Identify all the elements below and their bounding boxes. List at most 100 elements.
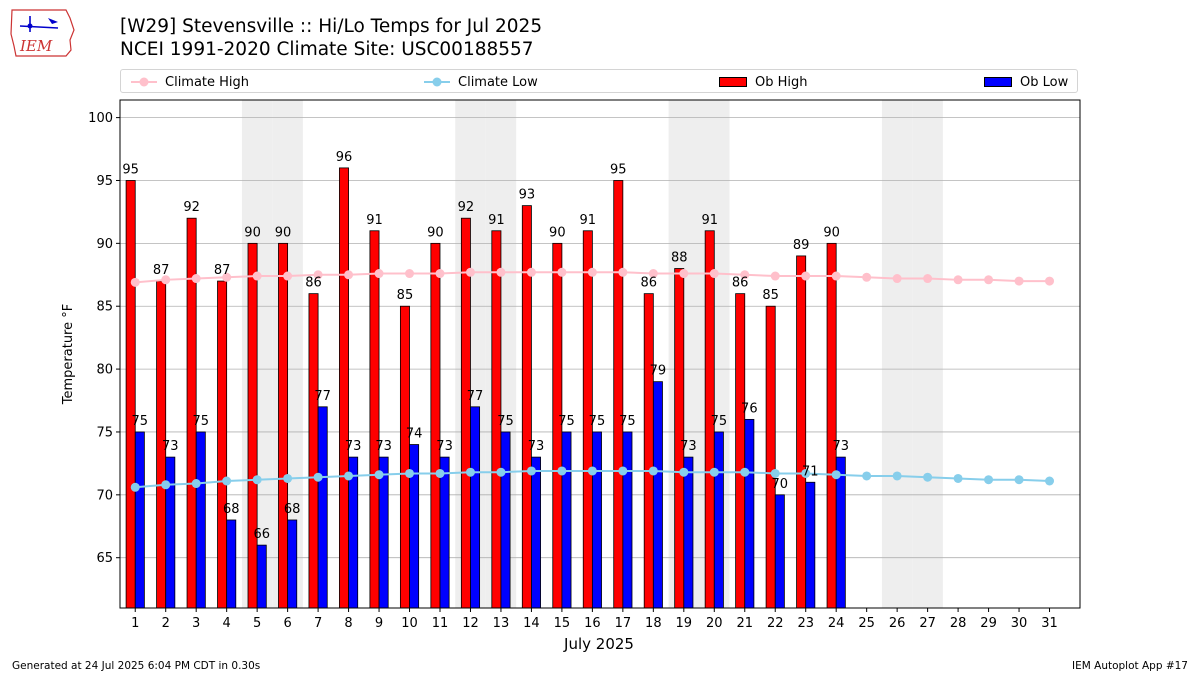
climate-high-point [557, 267, 567, 277]
ob-low-label: 76 [741, 401, 758, 416]
climate-high-point [648, 269, 658, 279]
generated-timestamp: Generated at 24 Jul 2025 6:04 PM CDT in … [12, 660, 261, 672]
climate-low-point [435, 468, 445, 478]
x-tick-label: 9 [375, 616, 383, 631]
ob-low-label: 77 [314, 389, 331, 404]
ob-low-label: 74 [406, 427, 423, 442]
x-tick-label: 5 [253, 616, 261, 631]
ob-high-label: 90 [823, 225, 840, 240]
climate-high-point [709, 269, 719, 279]
ob-high-bar [308, 293, 319, 609]
ob-high-bar [278, 242, 289, 609]
climate-high-point [892, 274, 902, 284]
climate-high-point [283, 271, 293, 281]
ob-low-bar [439, 456, 450, 609]
climate-high-point [862, 272, 872, 282]
y-axis-label: Temperature °F [61, 304, 76, 405]
y-tick-label: 90 [96, 237, 113, 252]
climate-high-marker-icon [131, 77, 157, 87]
climate-low-point [587, 466, 597, 476]
ob-high-bar [125, 180, 136, 609]
ob-low-bar [652, 381, 663, 609]
climate-high-point [465, 267, 475, 277]
climate-high-point [496, 267, 506, 277]
y-tick-label: 95 [96, 174, 113, 189]
ob-low-bar [622, 431, 633, 609]
ob-low-bar [531, 456, 541, 609]
ob-low-label: 70 [772, 477, 789, 492]
x-tick-label: 4 [223, 616, 231, 631]
ob-low-bar [805, 481, 816, 609]
ob-high-label: 85 [762, 288, 779, 303]
climate-low-point [374, 470, 384, 480]
x-tick-label: 10 [401, 616, 418, 631]
ob-low-bar [744, 418, 755, 609]
climate-high-point [374, 269, 384, 279]
ob-high-label: 86 [305, 276, 322, 291]
climate-low-point [923, 472, 933, 482]
ob-low-bar [165, 456, 176, 609]
ob-low-label: 73 [345, 439, 362, 454]
ob-high-bar [217, 280, 228, 609]
ob-low-label: 71 [802, 464, 819, 479]
x-axis-label: July 2025 [563, 635, 634, 653]
ob-high-label: 96 [336, 150, 353, 165]
ob-low-bar [287, 519, 298, 609]
x-tick-label: 25 [858, 616, 875, 631]
climate-high-point [161, 275, 171, 285]
chart-title: [W29] Stevensville :: Hi/Lo Temps for Ju… [120, 16, 543, 37]
climate-high-point [1045, 276, 1055, 286]
climate-high-point [405, 269, 415, 279]
x-tick-label: 22 [767, 616, 784, 631]
ob-high-bar [399, 305, 410, 609]
ob-high-label: 92 [183, 200, 200, 215]
ob-low-label: 79 [650, 364, 667, 379]
chart-subtitle: NCEI 1991-2020 Climate Site: USC00188557 [120, 39, 534, 60]
climate-high-point [770, 271, 780, 281]
legend-label-climate-high: Climate High [165, 74, 250, 90]
x-tick-label: 3 [192, 616, 200, 631]
climate-high-point [679, 269, 689, 279]
ob-low-label: 75 [619, 414, 636, 429]
climate-high-point [801, 271, 811, 281]
x-tick-label: 29 [980, 616, 997, 631]
x-tick-label: 30 [1011, 616, 1028, 631]
climate-low-marker-icon [424, 77, 450, 87]
climate-low-point [465, 467, 475, 477]
y-tick-label: 65 [96, 551, 113, 566]
ob-low-label: 73 [832, 439, 849, 454]
climate-low-point [862, 471, 872, 481]
ob-low-label: 75 [132, 414, 149, 429]
x-tick-label: 8 [344, 616, 352, 631]
climate-high-point [130, 277, 140, 287]
ob-high-bar [613, 180, 624, 609]
x-tick-label: 1 [131, 616, 139, 631]
ob-high-label: 85 [397, 288, 414, 303]
ob-high-label: 91 [701, 213, 718, 228]
climate-low-point [801, 468, 811, 478]
climate-high-point [313, 270, 323, 280]
ob-low-bar [317, 406, 328, 609]
ob-high-bar [460, 217, 471, 609]
ob-high-label: 91 [580, 213, 597, 228]
ob-high-label: 93 [519, 188, 536, 203]
climate-high-point [344, 270, 354, 280]
ob-low-bar [835, 456, 846, 609]
y-tick-label: 75 [96, 425, 113, 440]
x-tick-label: 12 [462, 616, 479, 631]
ob-high-bar [826, 242, 837, 609]
ob-high-label: 87 [153, 263, 170, 278]
climate-low-point [618, 466, 628, 476]
ob-high-label: 90 [549, 225, 566, 240]
climate-high-point [984, 275, 994, 285]
climate-low-point [283, 473, 293, 483]
ob-low-label: 73 [680, 439, 697, 454]
climate-high-point [252, 271, 262, 281]
chart-legend: Climate High Climate Low Ob High Ob Low [120, 69, 1078, 93]
climate-low-point [892, 471, 902, 481]
ob-low-label: 75 [558, 414, 575, 429]
y-tick-label: 80 [96, 363, 113, 378]
climate-low-point [130, 482, 140, 492]
ob-high-bar [643, 293, 654, 609]
climate-high-point [526, 267, 536, 277]
